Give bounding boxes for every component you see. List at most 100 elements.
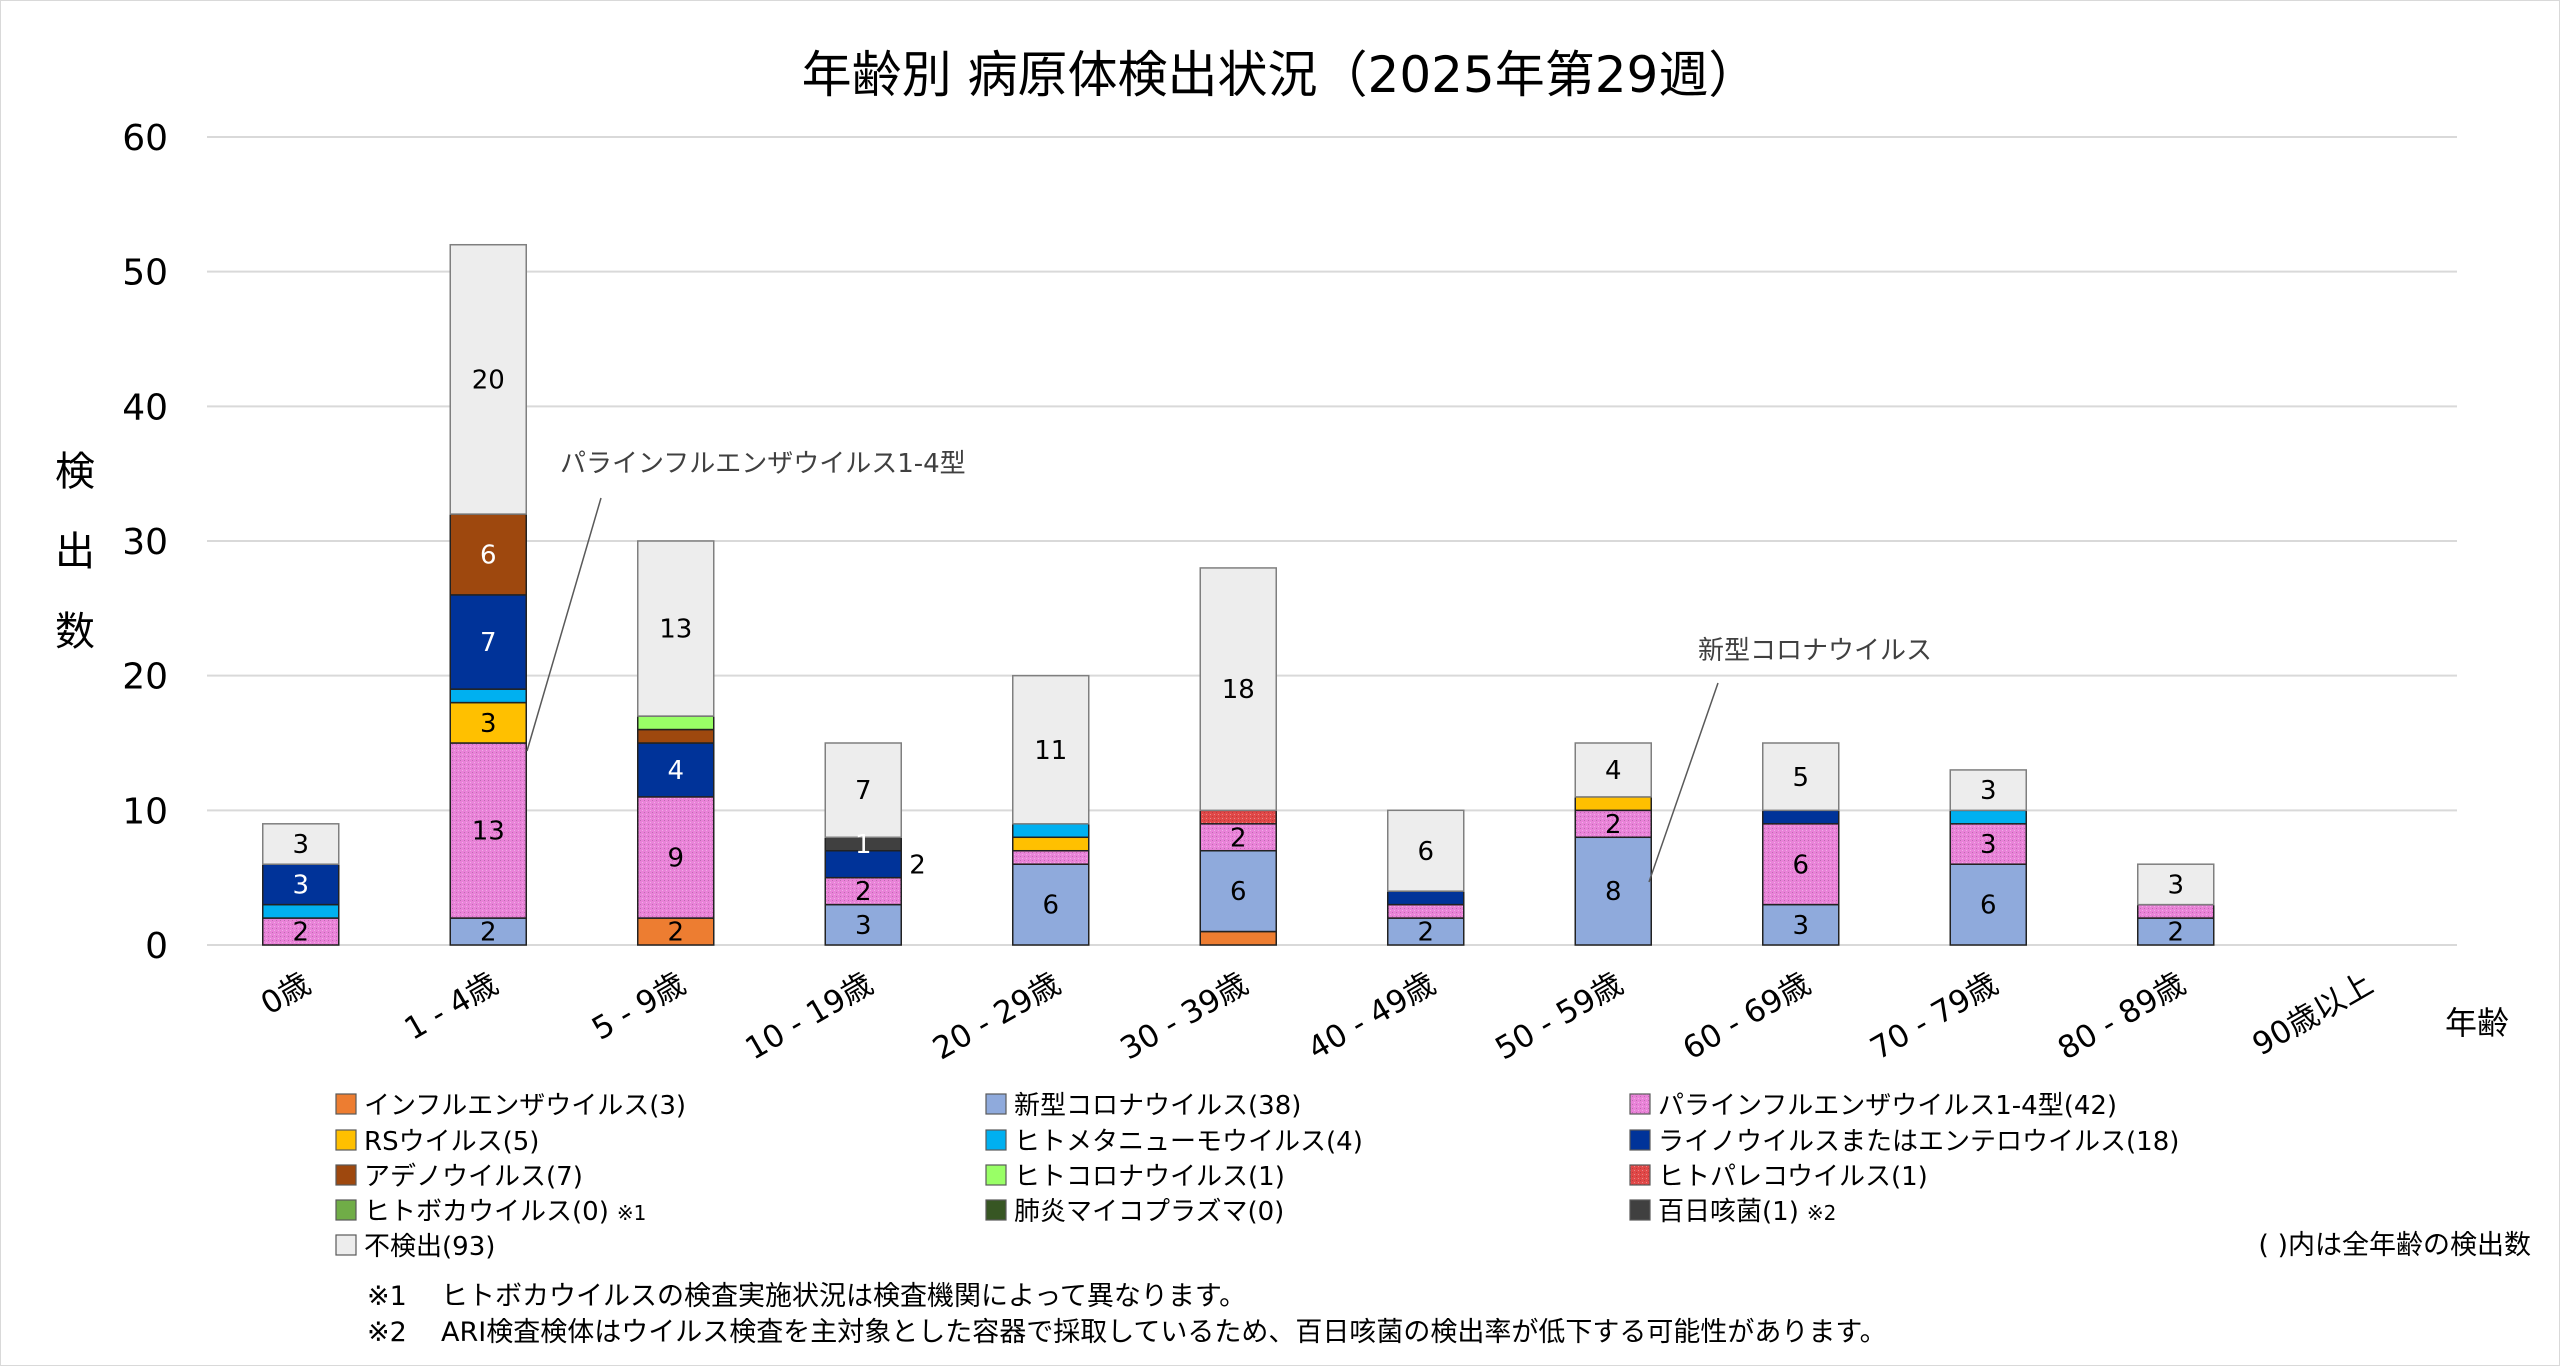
footnote-mark: ※1 [367, 1281, 407, 1312]
bar-segment [449, 688, 527, 704]
bar-stack: 3 6 5 [1762, 742, 1840, 946]
data-label: 3 [855, 911, 872, 941]
legend-label: 肺炎マイコプラズマ(0) [1014, 1197, 1284, 1227]
legend-label: ヒトパレコウイルス(1) [1658, 1162, 1928, 1192]
legend-item: パラインフルエンザウイルス1-4型(42) [1629, 1091, 2117, 1121]
legend-item: ヒトパレコウイルス(1) [1629, 1162, 1928, 1192]
footnote-text: ARI検査検体はウイルス検査を主対象とした容器で採取しているため、百日咳菌の検出… [441, 1317, 1887, 1348]
legend-label: アデノウイルス(7) [364, 1162, 583, 1192]
bar-segment [1012, 849, 1090, 865]
legend-footnote-mark: ※2 [1807, 1201, 1836, 1225]
bar-stack: 8 2 4 [1574, 742, 1652, 946]
footnotes: ※1 ヒトボカウイルスの検査実施状況は検査機関によって異なります。 ※2 ARI検査検… [367, 1281, 1887, 1348]
bar-segment [637, 728, 715, 744]
y-tick-label: 50 [122, 253, 168, 294]
data-label: 6 [1417, 837, 1434, 867]
legend-series-total: (0) [572, 1197, 609, 1227]
data-label: 2 [1417, 918, 1434, 948]
bar-segment [1762, 823, 1840, 906]
legend-swatch [335, 1093, 357, 1115]
bar-segment [637, 796, 715, 919]
bar-segment [824, 742, 902, 839]
data-label: 2 [292, 918, 309, 948]
legend-series-total: (42) [2064, 1091, 2117, 1121]
legend-swatch [1629, 1093, 1651, 1115]
bar-segment [1387, 809, 1465, 892]
data-label: 3 [1980, 776, 1997, 806]
legend-series-name: ヒトメタニューモウイルス [1014, 1127, 1326, 1157]
bar-segment [824, 849, 902, 879]
data-label: 8 [1605, 877, 1622, 907]
y-tick-label: 30 [122, 522, 168, 563]
data-label: 4 [1605, 756, 1622, 786]
x-tick-label: 10 - 19歳 [739, 966, 879, 1068]
bar-segment [824, 876, 902, 906]
legend-swatch [985, 1129, 1007, 1151]
data-label: 20 [472, 366, 505, 396]
legend-swatch [1629, 1164, 1651, 1186]
legend-series-name: 不検出 [364, 1232, 442, 1262]
footnote-text: ヒトボカウイルスの検査実施状況は検査機関によって異なります。 [441, 1281, 1246, 1312]
legend: インフルエンザウイルス(3) 新型コロナウイルス(38) パラインフルエンザウイルス… [335, 1091, 2179, 1262]
bar-segment [637, 742, 715, 798]
x-tick-label: 80 - 89歳 [2052, 966, 2192, 1068]
footnote-mark: ※2 [367, 1317, 407, 1348]
legend-label: ヒトボカウイルス(0) ※1 [364, 1197, 646, 1227]
data-label: 6 [480, 541, 497, 571]
bar-stack: 6 11 [1012, 674, 1090, 946]
y-axis-title-char: 数 [55, 609, 95, 655]
bar-segment [824, 903, 902, 946]
x-tick-label: 70 - 79歳 [1864, 966, 2004, 1068]
data-label: 2 [1605, 810, 1622, 840]
legend-item: ヒトボカウイルス(0) ※1 [335, 1197, 646, 1227]
legend-item: 新型コロナウイルス(38) [985, 1091, 1301, 1121]
legend-series-name: ヒトパレコウイルス [1658, 1162, 1891, 1192]
legend-swatch [335, 1234, 357, 1256]
bar-segment [262, 823, 340, 865]
legend-series-name: 新型コロナウイルス [1014, 1091, 1248, 1121]
data-label: 7 [480, 628, 497, 658]
x-tick-label: 90歳以上 [2247, 966, 2380, 1063]
bar-segment [1762, 903, 1840, 946]
chart-title: 年齢別 病原体検出状況（2025年第29週） [802, 46, 1759, 104]
data-label: 2 [1230, 823, 1247, 853]
legend-label: インフルエンザウイルス(3) [364, 1091, 686, 1121]
data-label: 2 [667, 918, 684, 948]
legend-item: RSウイルス(5) [335, 1127, 539, 1157]
bar-stack: 6 2 18 [1199, 567, 1277, 946]
legend-label: 百日咳菌(1) ※2 [1658, 1197, 1836, 1227]
callout-leader-line [526, 497, 602, 752]
legend-series-total: (7) [546, 1162, 583, 1192]
legend-item: 不検出(93) [335, 1232, 495, 1262]
legend-series-total: (1) [1762, 1197, 1799, 1227]
bar-stack: 6 3 3 [1949, 769, 2027, 946]
data-label: 2 [909, 850, 926, 880]
data-label: 4 [667, 756, 684, 786]
data-label: 3 [480, 709, 497, 739]
bar-segment [449, 513, 527, 596]
bar-segment [262, 903, 340, 919]
bar-segment [2137, 903, 2215, 919]
legend-series-total: (38) [1248, 1091, 1301, 1121]
y-tick-label: 0 [145, 926, 168, 967]
data-label: 3 [292, 830, 309, 860]
data-label: 11 [1034, 736, 1067, 766]
legend-series-name: パラインフルエンザウイルス1-4型 [1658, 1091, 2064, 1121]
data-label: 18 [1222, 675, 1255, 705]
legend-series-name: RSウイルス [364, 1127, 503, 1157]
x-tick-label: 20 - 29歳 [927, 966, 1067, 1068]
legend-note: ( )内は全年齢の検出数 [2258, 1230, 2531, 1261]
legend-swatch [335, 1129, 357, 1151]
legend-item: アデノウイルス(7) [335, 1162, 583, 1192]
data-label: 6 [1042, 891, 1059, 921]
bar-segment [1387, 890, 1465, 906]
bar-segment [1012, 823, 1090, 839]
x-tick-label: 60 - 69歳 [1677, 966, 1817, 1068]
data-label: 3 [292, 871, 309, 901]
bar-segment [637, 917, 715, 946]
y-axis-title-char: 検 [55, 449, 95, 495]
bar-segment [1199, 930, 1277, 946]
data-label: 1 [855, 830, 872, 860]
